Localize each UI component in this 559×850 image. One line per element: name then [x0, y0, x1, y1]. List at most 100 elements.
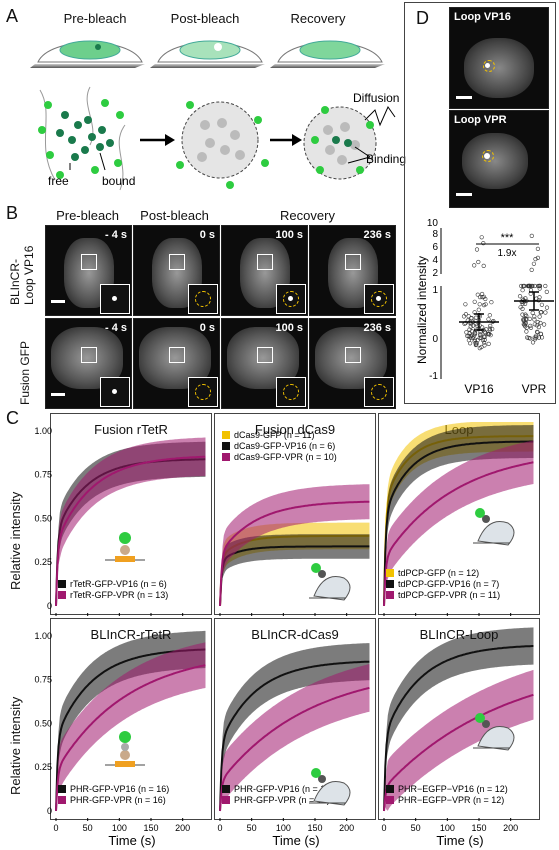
data-point — [533, 256, 538, 262]
micrograph-1-2: 100 s — [221, 318, 308, 409]
image-loop-vp16: Loop VP16 — [449, 7, 549, 109]
data-point — [535, 246, 540, 252]
label-binding: Binding — [366, 152, 406, 166]
loop2-construct-icon — [473, 713, 515, 751]
data-point — [473, 315, 479, 320]
roi-box — [345, 254, 361, 270]
data-point — [517, 294, 523, 299]
data-point — [467, 331, 472, 336]
series-line — [55, 664, 206, 812]
data-point — [532, 322, 537, 327]
data-point — [529, 233, 534, 239]
data-point — [528, 325, 534, 330]
dots-vp16 — [461, 235, 496, 351]
zoom-inset — [100, 377, 130, 407]
data-point — [472, 263, 477, 268]
legend-swatch — [386, 580, 394, 588]
d-xcat-vp16: VP16 — [464, 382, 494, 394]
data-point — [535, 255, 540, 261]
data-point — [524, 317, 529, 322]
data-point — [478, 332, 483, 337]
row-label-blincr-loop: BLInCR- Loop VP16 — [8, 245, 36, 305]
cell-recovery — [270, 40, 385, 68]
d-ytick: 8 — [432, 229, 438, 240]
header-pre-bleach: Pre-bleach — [56, 208, 119, 223]
data-point — [491, 318, 496, 324]
series-line — [219, 545, 370, 607]
data-point — [477, 294, 483, 300]
data-point — [527, 316, 532, 321]
d-ylabel: Normalized intensity — [415, 256, 429, 364]
subplot-title: Fusion rTetR — [94, 422, 168, 437]
data-point — [521, 318, 526, 323]
data-point — [463, 312, 469, 317]
micrograph-1-1: 0 s — [133, 318, 220, 409]
legend-entry: rTetR-GFP-VPR (n = 13) — [70, 590, 168, 600]
data-point — [538, 310, 543, 315]
zoom-inset — [188, 377, 218, 407]
data-point — [470, 323, 476, 328]
x-tick-label: 50 — [247, 823, 257, 833]
dots-vpr — [517, 233, 550, 345]
timestamp: 0 s — [199, 229, 215, 241]
micrograph-0-1: 0 s — [133, 225, 220, 316]
roi-box — [81, 347, 97, 363]
data-point — [543, 310, 548, 315]
data-point — [518, 305, 523, 310]
data-point — [528, 323, 533, 328]
data-point — [472, 337, 477, 342]
timestamp: - 4 s — [104, 322, 127, 334]
data-point — [537, 314, 542, 319]
data-point — [537, 295, 542, 300]
data-point — [482, 329, 487, 334]
data-point — [525, 283, 531, 289]
zoom-inset — [276, 377, 306, 407]
legend-entry: PHR−EGFP−VP16 (n = 12) — [398, 784, 508, 794]
series-line — [55, 455, 206, 607]
x-tick-label: 50 — [411, 823, 421, 833]
data-point — [544, 305, 550, 310]
data-point — [535, 319, 540, 325]
roi-box — [81, 254, 97, 270]
error-band — [220, 664, 370, 811]
data-point — [535, 330, 540, 335]
fold-change: 1.9x — [498, 248, 517, 259]
data-point — [487, 328, 492, 333]
data-point — [544, 289, 549, 294]
legend-entry: PHR−EGFP−VPR (n = 12) — [398, 795, 504, 805]
data-point — [475, 338, 480, 343]
data-point — [481, 263, 486, 269]
cell-pre-bleach — [30, 40, 145, 68]
data-point — [481, 294, 487, 299]
legend-swatch — [58, 785, 66, 793]
data-point — [537, 283, 543, 289]
x-axis-label: Time (s) — [272, 833, 319, 848]
zoom-inset — [364, 377, 394, 407]
x-tick-label: 100 — [112, 823, 127, 833]
scale-bar — [51, 300, 65, 303]
timestamp: 100 s — [275, 229, 303, 241]
timestamp: 0 s — [199, 322, 215, 334]
micrograph-1-0: - 4 s — [45, 318, 132, 409]
data-point — [481, 340, 487, 345]
dcas9-construct-icon — [309, 563, 351, 601]
x-tick-label: 150 — [471, 823, 486, 833]
error-band — [384, 627, 534, 811]
scale-bar — [456, 96, 472, 99]
frap-chart-0: 0 0.25 0.50 0.75 1.00 rTetR-GFP-VP16 (n = 6)r… — [34, 426, 206, 616]
data-point — [476, 307, 481, 312]
zoom-inset — [188, 284, 218, 314]
timestamp: 100 s — [275, 322, 303, 334]
data-point — [532, 335, 537, 340]
label-diffusion: Diffusion — [353, 91, 399, 105]
data-point — [483, 296, 488, 302]
data-point — [481, 241, 486, 246]
panel-d-box — [404, 2, 556, 404]
y-tick-label: 0.25 — [34, 557, 52, 567]
x-axis-label: Time (s) — [108, 833, 155, 848]
cluster-post — [176, 101, 269, 189]
frap-chart-2: tdPCP-GFP (n = 12)tdPCP-GFP-VP16 (n = 7)… — [383, 422, 534, 616]
x-tick-label: 0 — [53, 823, 58, 833]
timestamp: 236 s — [363, 322, 391, 334]
loop-construct-icon — [473, 508, 515, 546]
